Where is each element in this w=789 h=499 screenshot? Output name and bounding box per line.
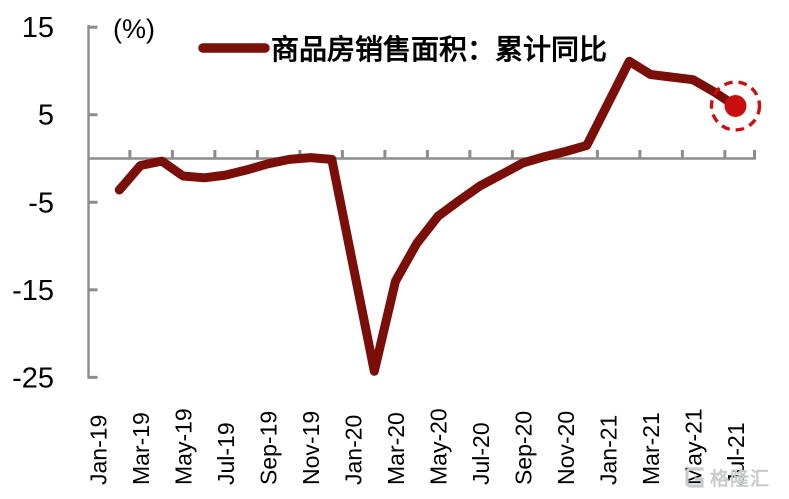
y-axis-label: 15 [22,12,54,44]
x-axis-label: Sep-19 [256,411,282,485]
x-axis-label: May-19 [171,408,197,485]
endpoint-highlight-circle [709,80,762,132]
y-axis-label: -5 [28,187,54,219]
y-axis-label: 5 [38,100,54,132]
x-axis-label: Jul-20 [468,422,494,485]
x-axis-label: Nov-19 [298,411,324,485]
x-axis-label: Mar-21 [638,412,664,485]
series-group [114,56,762,376]
y-axis-unit-label: (%) [113,14,155,44]
x-axis-label: May-20 [426,408,452,485]
x-axis-label: Nov-20 [553,411,579,485]
x-axis-label: Jan-19 [86,415,112,485]
y-axis [87,25,98,379]
x-axis-label: May-21 [681,408,707,485]
y-axis-label: -25 [12,362,54,394]
legend-series-label: 商品房销售面积：累计同比 [271,33,607,65]
series-endpoint-dot [724,94,747,117]
x-axis-label: Mar-20 [383,412,409,485]
legend: 商品房销售面积：累计同比 [198,33,607,65]
y-axis-labels: 15 5 -5 -15 -25 [12,12,54,394]
y-axis-label: -15 [12,275,54,307]
x-axis-labels: Jan-19 Mar-19 May-19 Jul-19 Sep-19 Nov-19 Jan-… [86,408,750,485]
x-axis-label: Jul-21 [723,422,749,485]
x-axis-label: Sep-20 [511,411,537,485]
watermark-text: 格隆汇 [710,467,770,490]
x-axis-label: Jan-20 [341,415,367,485]
x-axis-label: Jul-19 [213,422,239,485]
gelonghui-logo-icon [685,467,704,488]
watermark: 格隆汇 [685,467,770,490]
x-axis-label: Jan-21 [596,415,622,485]
series-line-path [114,56,740,376]
x-axis-label: Mar-19 [128,412,154,485]
